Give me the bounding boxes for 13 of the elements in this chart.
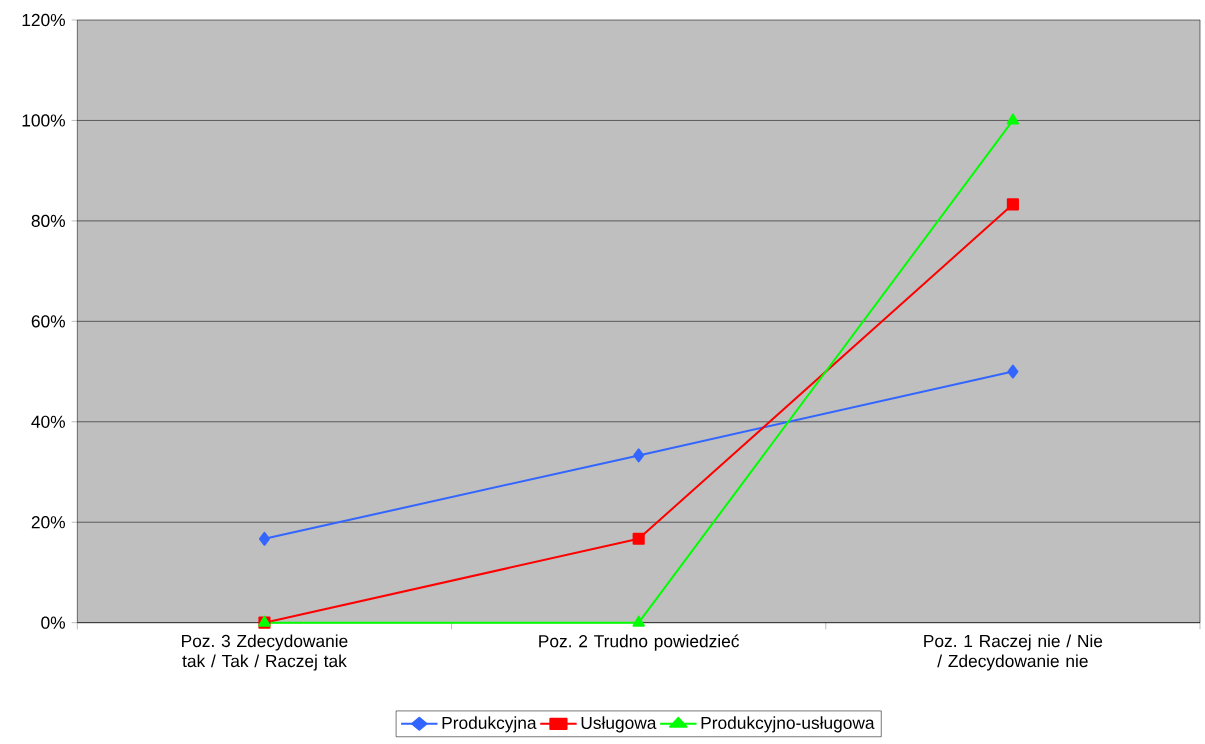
- legend-label: Produkcyjna: [442, 716, 537, 733]
- y-tick-label: 40%: [31, 415, 65, 428]
- x-tick-label: Poz. 3 Zdecydowanie tak / Tak / Raczej tak: [182, 634, 348, 671]
- y-tick-label: 60%: [31, 315, 65, 328]
- y-tick-label: 120%: [22, 13, 65, 27]
- x-tick-label: Poz. 2 Trudno powiedzieć: [539, 634, 740, 651]
- y-tick-label: 0%: [41, 616, 65, 629]
- x-tick-label: Poz. 1 Raczej nie / Nie / Zdecydowanie nie: [924, 634, 1103, 671]
- y-tick-label: 80%: [31, 214, 65, 228]
- y-tick-label: 100%: [22, 114, 65, 127]
- y-tick-label: 20%: [31, 516, 65, 529]
- legend-label: Usługowa: [581, 716, 657, 733]
- legend-label: Produkcyjno-usługowa: [701, 716, 875, 733]
